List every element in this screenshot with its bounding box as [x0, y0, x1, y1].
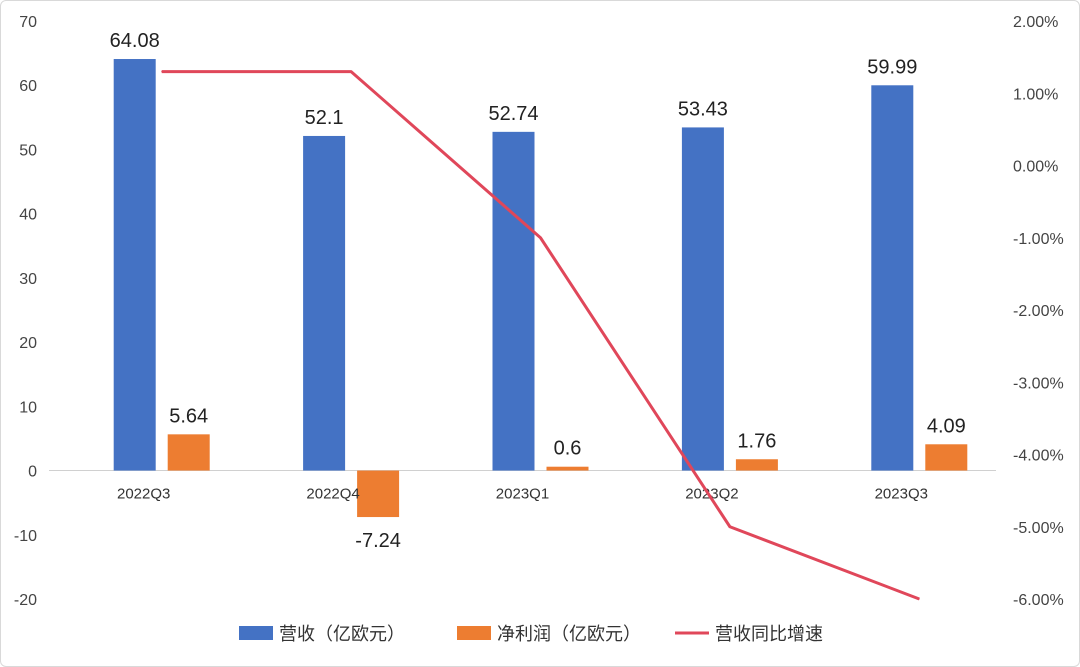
data-label: 0.6 [554, 438, 582, 460]
bar-net-profit [735, 459, 778, 471]
data-label: 5.64 [169, 405, 208, 427]
y-right-tick-label: -5.00% [1013, 520, 1064, 537]
bar-revenue [303, 135, 346, 471]
bar-net-profit [546, 466, 589, 471]
data-label: 53.43 [678, 98, 728, 120]
y-left-tick-label: 0 [28, 464, 37, 481]
growth-line-point [350, 71, 352, 73]
y-left-tick-label: 30 [19, 271, 37, 288]
legend-label: 营收同比增速 [715, 624, 823, 645]
y-left-tick-label: -20 [14, 592, 37, 609]
y-left-tick-label: 20 [19, 335, 37, 352]
growth-line-point [161, 71, 163, 73]
data-label: 59.99 [867, 56, 917, 78]
y-left-tick-label: 40 [19, 207, 37, 224]
legend-label: 营收（亿欧元） [279, 624, 405, 645]
y-right-tick-label: -2.00% [1013, 303, 1064, 320]
bar-net-profit [357, 470, 400, 518]
y-right-tick-label: 2.00% [1013, 14, 1058, 31]
bar-revenue [492, 131, 535, 471]
growth-line-point [540, 237, 541, 239]
y-left-tick-label: 10 [19, 399, 37, 416]
x-category-label: 2022Q4 [306, 486, 359, 503]
growth-line [161, 70, 920, 601]
growth-line-point [918, 598, 920, 600]
growth-line-point [729, 526, 731, 528]
data-label: 1.76 [737, 430, 776, 452]
legend-swatch [457, 626, 491, 640]
y-left-tick-label: 60 [19, 78, 37, 95]
legend-label: 净利润（亿欧元） [497, 624, 641, 645]
bar-revenue [113, 59, 156, 471]
y-right-tick-label: -4.00% [1013, 448, 1064, 465]
data-label: 52.1 [305, 107, 344, 129]
data-label: 4.09 [927, 415, 966, 437]
y-right-tick-label: 0.00% [1013, 159, 1058, 176]
y-left-tick-label: 70 [19, 14, 37, 31]
y-right-tick-label: -1.00% [1013, 231, 1064, 248]
x-category-label: 2023Q3 [875, 486, 928, 503]
y-right-tick-label: -6.00% [1013, 592, 1064, 609]
bar-net-profit [925, 444, 968, 471]
data-label: 52.74 [488, 103, 538, 125]
legend-swatch [239, 626, 273, 640]
x-category-label: 2023Q2 [685, 486, 738, 503]
bar-revenue [681, 127, 724, 471]
y-right-tick-label: 1.00% [1013, 86, 1058, 103]
x-category-label: 2023Q1 [496, 486, 549, 503]
y-right-tick-label: -3.00% [1013, 375, 1064, 392]
bar-revenue [871, 85, 914, 471]
y-left-tick-label: 50 [19, 142, 37, 159]
x-category-label: 2022Q3 [117, 486, 170, 503]
data-label: 64.08 [110, 30, 160, 52]
y-left-tick-label: -10 [14, 528, 37, 545]
bar-net-profit [167, 434, 210, 471]
data-label: -7.24 [355, 530, 401, 552]
